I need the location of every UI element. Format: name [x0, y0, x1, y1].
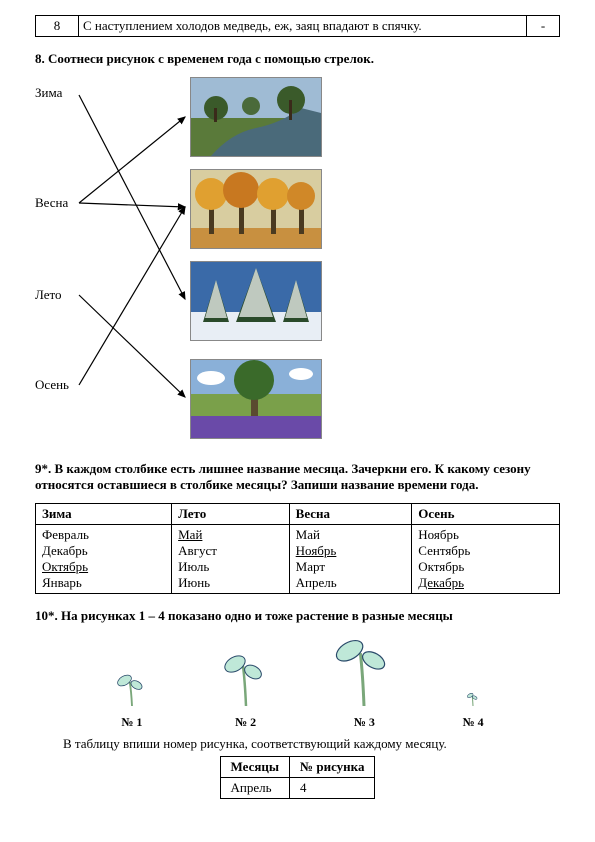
- sprout-1: № 1: [102, 654, 162, 730]
- season-label: Осень: [35, 377, 69, 393]
- season-label: Лето: [35, 287, 62, 303]
- months-table: Зима Лето Весна Осень Февраль Декабрь Ок…: [35, 503, 560, 594]
- picture-summer: [190, 359, 322, 439]
- task9-title: 9*. В каждом столбике есть лишнее назван…: [35, 461, 560, 493]
- months-cell: Май Ноябрь Март Апрель: [289, 525, 412, 594]
- season-label: Весна: [35, 195, 68, 211]
- small-table-header: Месяцы: [220, 757, 289, 778]
- months-col-header: Весна: [289, 504, 412, 525]
- sprout-2: № 2: [216, 644, 276, 730]
- months-cell: Ноябрь Сентябрь Октябрь Декабрь: [412, 525, 560, 594]
- small-table-cell: 4: [290, 778, 375, 799]
- sprout-3: № 3: [329, 634, 399, 730]
- picture-winter: [190, 261, 322, 341]
- statement-mark: -: [527, 16, 560, 37]
- task10-instruction: В таблицу впиши номер рисунка, соответст…: [63, 736, 560, 752]
- months-col-header: Зима: [36, 504, 172, 525]
- picture-spring: [190, 77, 322, 157]
- month-picture-table: Месяцы № рисунка Апрель 4: [220, 756, 376, 799]
- statement-table: 8 С наступлением холодов медведь, еж, за…: [35, 15, 560, 37]
- matching-diagram: Зима Весна Лето Осень: [35, 77, 535, 447]
- sprout-4: № 4: [453, 674, 493, 730]
- months-cell: Май Август Июль Июнь: [172, 525, 290, 594]
- small-table-cell: Апрель: [220, 778, 289, 799]
- months-col-header: Лето: [172, 504, 290, 525]
- months-cell: Февраль Декабрь Октябрь Январь: [36, 525, 172, 594]
- task10-title: 10*. На рисунках 1 – 4 показано одно и т…: [35, 608, 560, 624]
- season-label: Зима: [35, 85, 62, 101]
- statement-text: С наступлением холодов медведь, еж, заяц…: [79, 16, 527, 37]
- small-table-header: № рисунка: [290, 757, 375, 778]
- sprouts-row: № 1 № 2 № 3 № 4: [75, 634, 520, 730]
- picture-autumn: [190, 169, 322, 249]
- task8-title: 8. Соотнеси рисунок с временем года с по…: [35, 51, 560, 67]
- statement-num: 8: [36, 16, 79, 37]
- months-col-header: Осень: [412, 504, 560, 525]
